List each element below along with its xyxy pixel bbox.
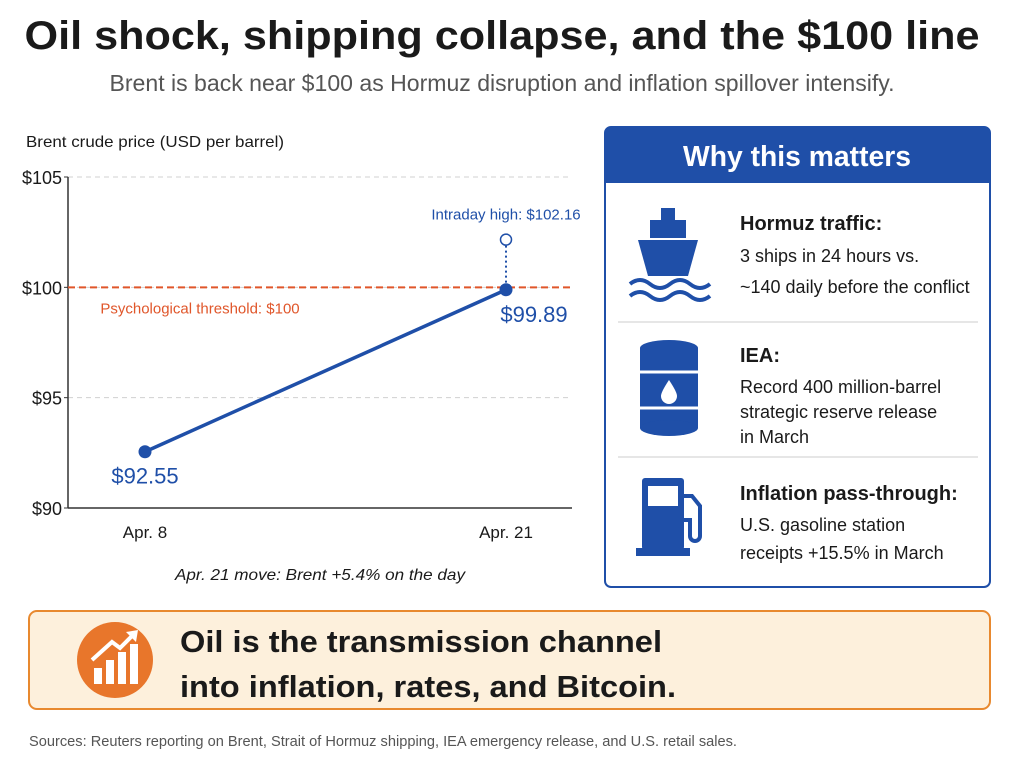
page-subtitle: Brent is back near $100 as Hormuz disrup… [110,70,895,96]
item-text: ~140 daily before the conflict [740,277,970,297]
item-text: 3 ships in 24 hours vs. [740,246,919,266]
chart-note: Apr. 21 move: Brent +5.4% on the day [174,567,466,584]
intraday-high [499,233,513,246]
line-chart: Brent crude price (USD per barrel) Apr. … [22,134,581,584]
chart-title: Brent crude price (USD per barrel) [26,134,284,151]
item-title: Inflation pass-through: [740,483,958,505]
barrel-icon [640,340,698,436]
value-label: $99.89 [500,302,567,327]
sources: Sources: Reuters reporting on Brent, Str… [29,733,737,750]
item-title: IEA: [740,345,780,367]
item-text: Record 400 million-barrel [740,377,941,397]
item-text: U.S. gasoline station [740,515,905,535]
item-text: in March [740,427,809,447]
why-panel: Why this matters Hormuz traffic: 3 ships… [604,126,991,588]
callout: Oil is the transmission channel into inf… [28,610,991,710]
callout-icon [77,622,153,698]
callout-text: Oil is the transmission channel [180,624,662,659]
callout-box [28,610,991,710]
value-label: $92.55 [111,464,178,489]
x-tick-label: Apr. 8 [123,523,167,542]
y-tick-label: $90 [32,499,62,519]
callout-icon-bars [90,630,138,684]
intraday-label: Intraday high: $102.16 [431,207,580,224]
data-point [138,445,152,459]
ship-icon [628,208,712,302]
item-text: strategic reserve release [740,402,937,422]
callout-text: into inflation, rates, and Bitcoin. [180,669,676,704]
x-tick-label: Apr. 21 [479,523,533,542]
series-line [144,288,507,454]
threshold-label: Psychological threshold: $100 [100,300,299,317]
panel-title: Why this matters [683,141,911,173]
y-tick-label: $95 [32,389,62,409]
item-title: Hormuz traffic: [740,213,882,235]
page-title: Oil shock, shipping collapse, and the $1… [25,14,980,58]
y-tick-label: $105 [22,168,62,188]
panel-header [605,127,990,183]
item-text: receipts +15.5% in March [740,543,944,563]
y-tick-label: $100 [22,278,62,298]
pump-icon [636,478,702,556]
data-point [499,283,513,297]
